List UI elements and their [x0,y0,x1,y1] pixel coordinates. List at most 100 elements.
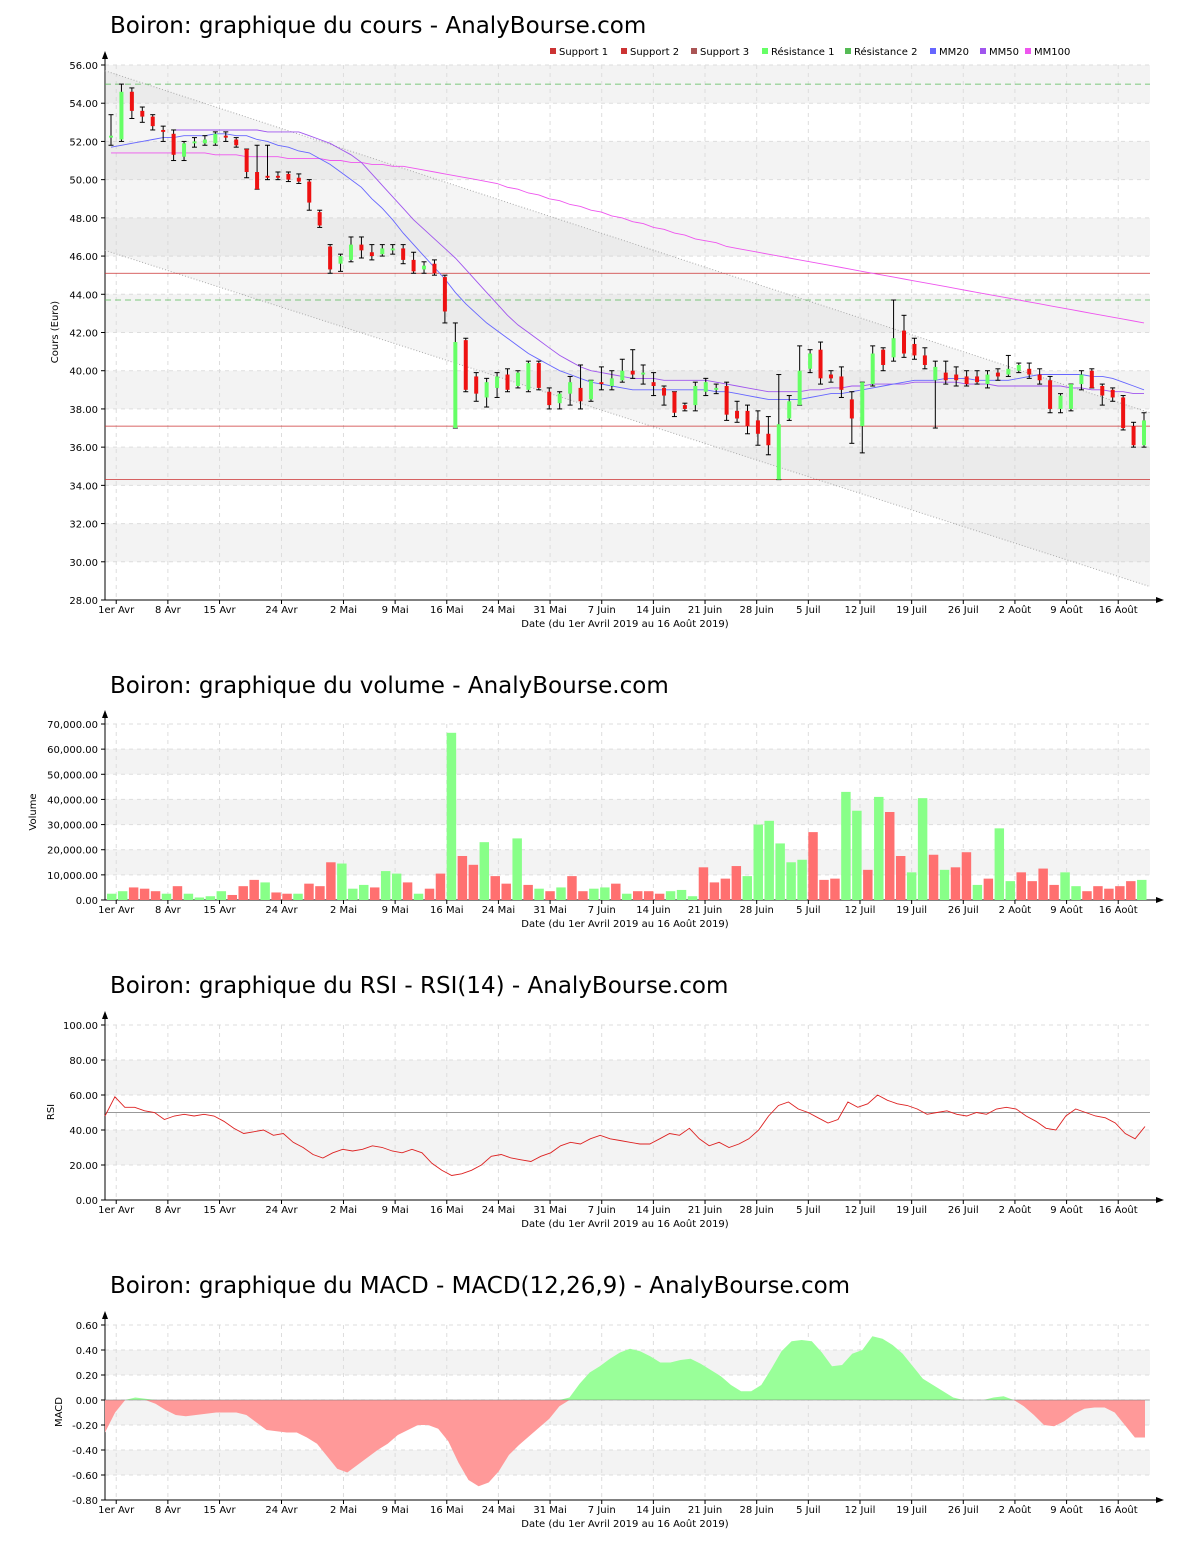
rsi-ytick-label: 20.00 [69,1161,98,1172]
legend-label: MM100 [1034,47,1070,58]
volume-bar-down [632,891,643,900]
candle-body-down [307,181,312,203]
legend-swatch [762,48,768,54]
volume-bar-down [172,886,183,900]
rsi-xtick-label: 24 Avr [265,1205,298,1216]
volume-bar-up [1137,879,1147,900]
volume-bar-down [961,852,972,900]
candle-body-down [1100,386,1105,396]
volume-bar-down [808,832,818,900]
legend-swatch [980,48,986,54]
mm50-line [173,129,1144,395]
volume-bar-up [107,893,117,900]
volume-bar-up [337,863,347,900]
volume-bar-up [161,893,172,900]
macd-xaxis-arrow [1156,1497,1164,1503]
volume-bar-up [1060,872,1070,900]
candle-body-down [954,374,959,381]
volume-bar-down [304,883,314,900]
candle-body-up [797,370,802,406]
rsi-xtick-label: 19 Juil [896,1205,927,1216]
volume-bar-down [501,883,511,900]
volume-bar-up [687,896,698,900]
volume-bar-down [830,878,840,900]
volume-bar-down [1115,886,1125,900]
candle-body-down [317,212,322,226]
volume-ytick-label: 0.00 [76,896,98,907]
price-ytick-label: 52.00 [69,137,98,148]
price-xtick-label: 19 Juil [896,605,927,616]
candle-body-down [255,172,260,190]
macd-xtick-label: 2 Août [999,1504,1032,1516]
rsi-yaxis-arrow [102,1011,108,1019]
rsi-line [104,1094,1146,1176]
price-xtick-label: 14 Juin [636,605,670,616]
price-ytick-label: 38.00 [69,405,98,416]
candle-body-down [766,433,771,446]
volume-chart-title: Boiron: graphique du volume - AnalyBours… [110,673,669,699]
legend-label: MM50 [989,47,1019,58]
legend-swatch [930,48,936,54]
volume-bar-down [709,882,720,900]
volume-xtick-label: 28 Juin [740,905,774,916]
candle-body-down [474,376,479,394]
candle-body-down [328,246,333,270]
volume-xtick-label: 5 Juil [796,905,820,916]
volume-ytick-label: 70,000.00 [47,720,98,731]
price-band [105,447,1150,486]
rsi-xtick-label: 5 Juil [796,1205,820,1216]
macd-ytick-label: 0.40 [76,1346,98,1357]
candle-body-up [453,342,458,429]
candle-body-down [724,386,729,415]
volume-ytick-label: 30,000.00 [47,821,98,832]
volume-xaxis-arrow [1156,897,1164,903]
volume-bar-down [249,879,259,900]
macd-xtick-label: 5 Juil [796,1505,820,1516]
macd-xtick-label: 28 Juin [740,1505,774,1516]
volume-bar-up [600,887,610,900]
price-ytick-label: 56.00 [69,61,98,72]
volume-bar-up [117,891,128,900]
volume-bar-down [720,878,731,900]
macd-xtick-label: 24 Avr [265,1505,298,1516]
rsi-xtick-label: 7 Juin [588,1205,616,1216]
legend-label: Résistance 1 [771,46,834,58]
price-chart-title: Boiron: graphique du cours - AnalyBourse… [110,13,646,39]
volume-bar-down [1093,886,1103,900]
rsi-ytick-label: 100.00 [63,1021,98,1032]
volume-bar-down [731,866,742,900]
rsi-xtick-label: 16 Mai [430,1205,463,1216]
candle-body-up [1016,364,1021,371]
price-band [105,294,1150,333]
candle-body-up [495,376,500,388]
candle-body-down [244,149,249,172]
candle-body-down [630,370,635,375]
candle-body-down [1037,374,1042,381]
volume-bar-up [742,876,753,900]
candle-body-down [1048,380,1053,409]
candle-body-down [432,263,437,274]
candle-body-down [129,91,134,111]
volume-xtick-label: 9 Mai [382,905,409,916]
legend-swatch [1025,48,1031,54]
candle-body-down [651,382,656,386]
price-band [105,141,1150,180]
price-xtick-label: 1er Avr [98,605,135,616]
price-xtick-label: 16 Août [1099,604,1138,616]
price-ytick-label: 34.00 [69,481,98,492]
macd-positive-area [105,1336,1145,1400]
rsi-band [105,1060,1150,1095]
rsi-xtick-label: 1er Avr [98,1205,135,1216]
volume-bar-down [468,864,479,900]
volume-bar-up [1071,886,1081,900]
price-chart-ylabel: Cours (Euro) [50,301,61,364]
macd-negative-area [105,1400,1145,1487]
price-xtick-label: 21 Juin [688,605,722,616]
legend-label: Support 1 [559,47,608,58]
candle-body-down [735,410,740,419]
volume-bar-up [359,884,369,900]
macd-chart-xlabel: Date (du 1er Avril 2019 au 16 Août 2019) [521,1518,729,1530]
volume-bar-down [402,882,413,900]
price-ytick-label: 36.00 [69,443,98,454]
candle-body-up [703,382,708,392]
